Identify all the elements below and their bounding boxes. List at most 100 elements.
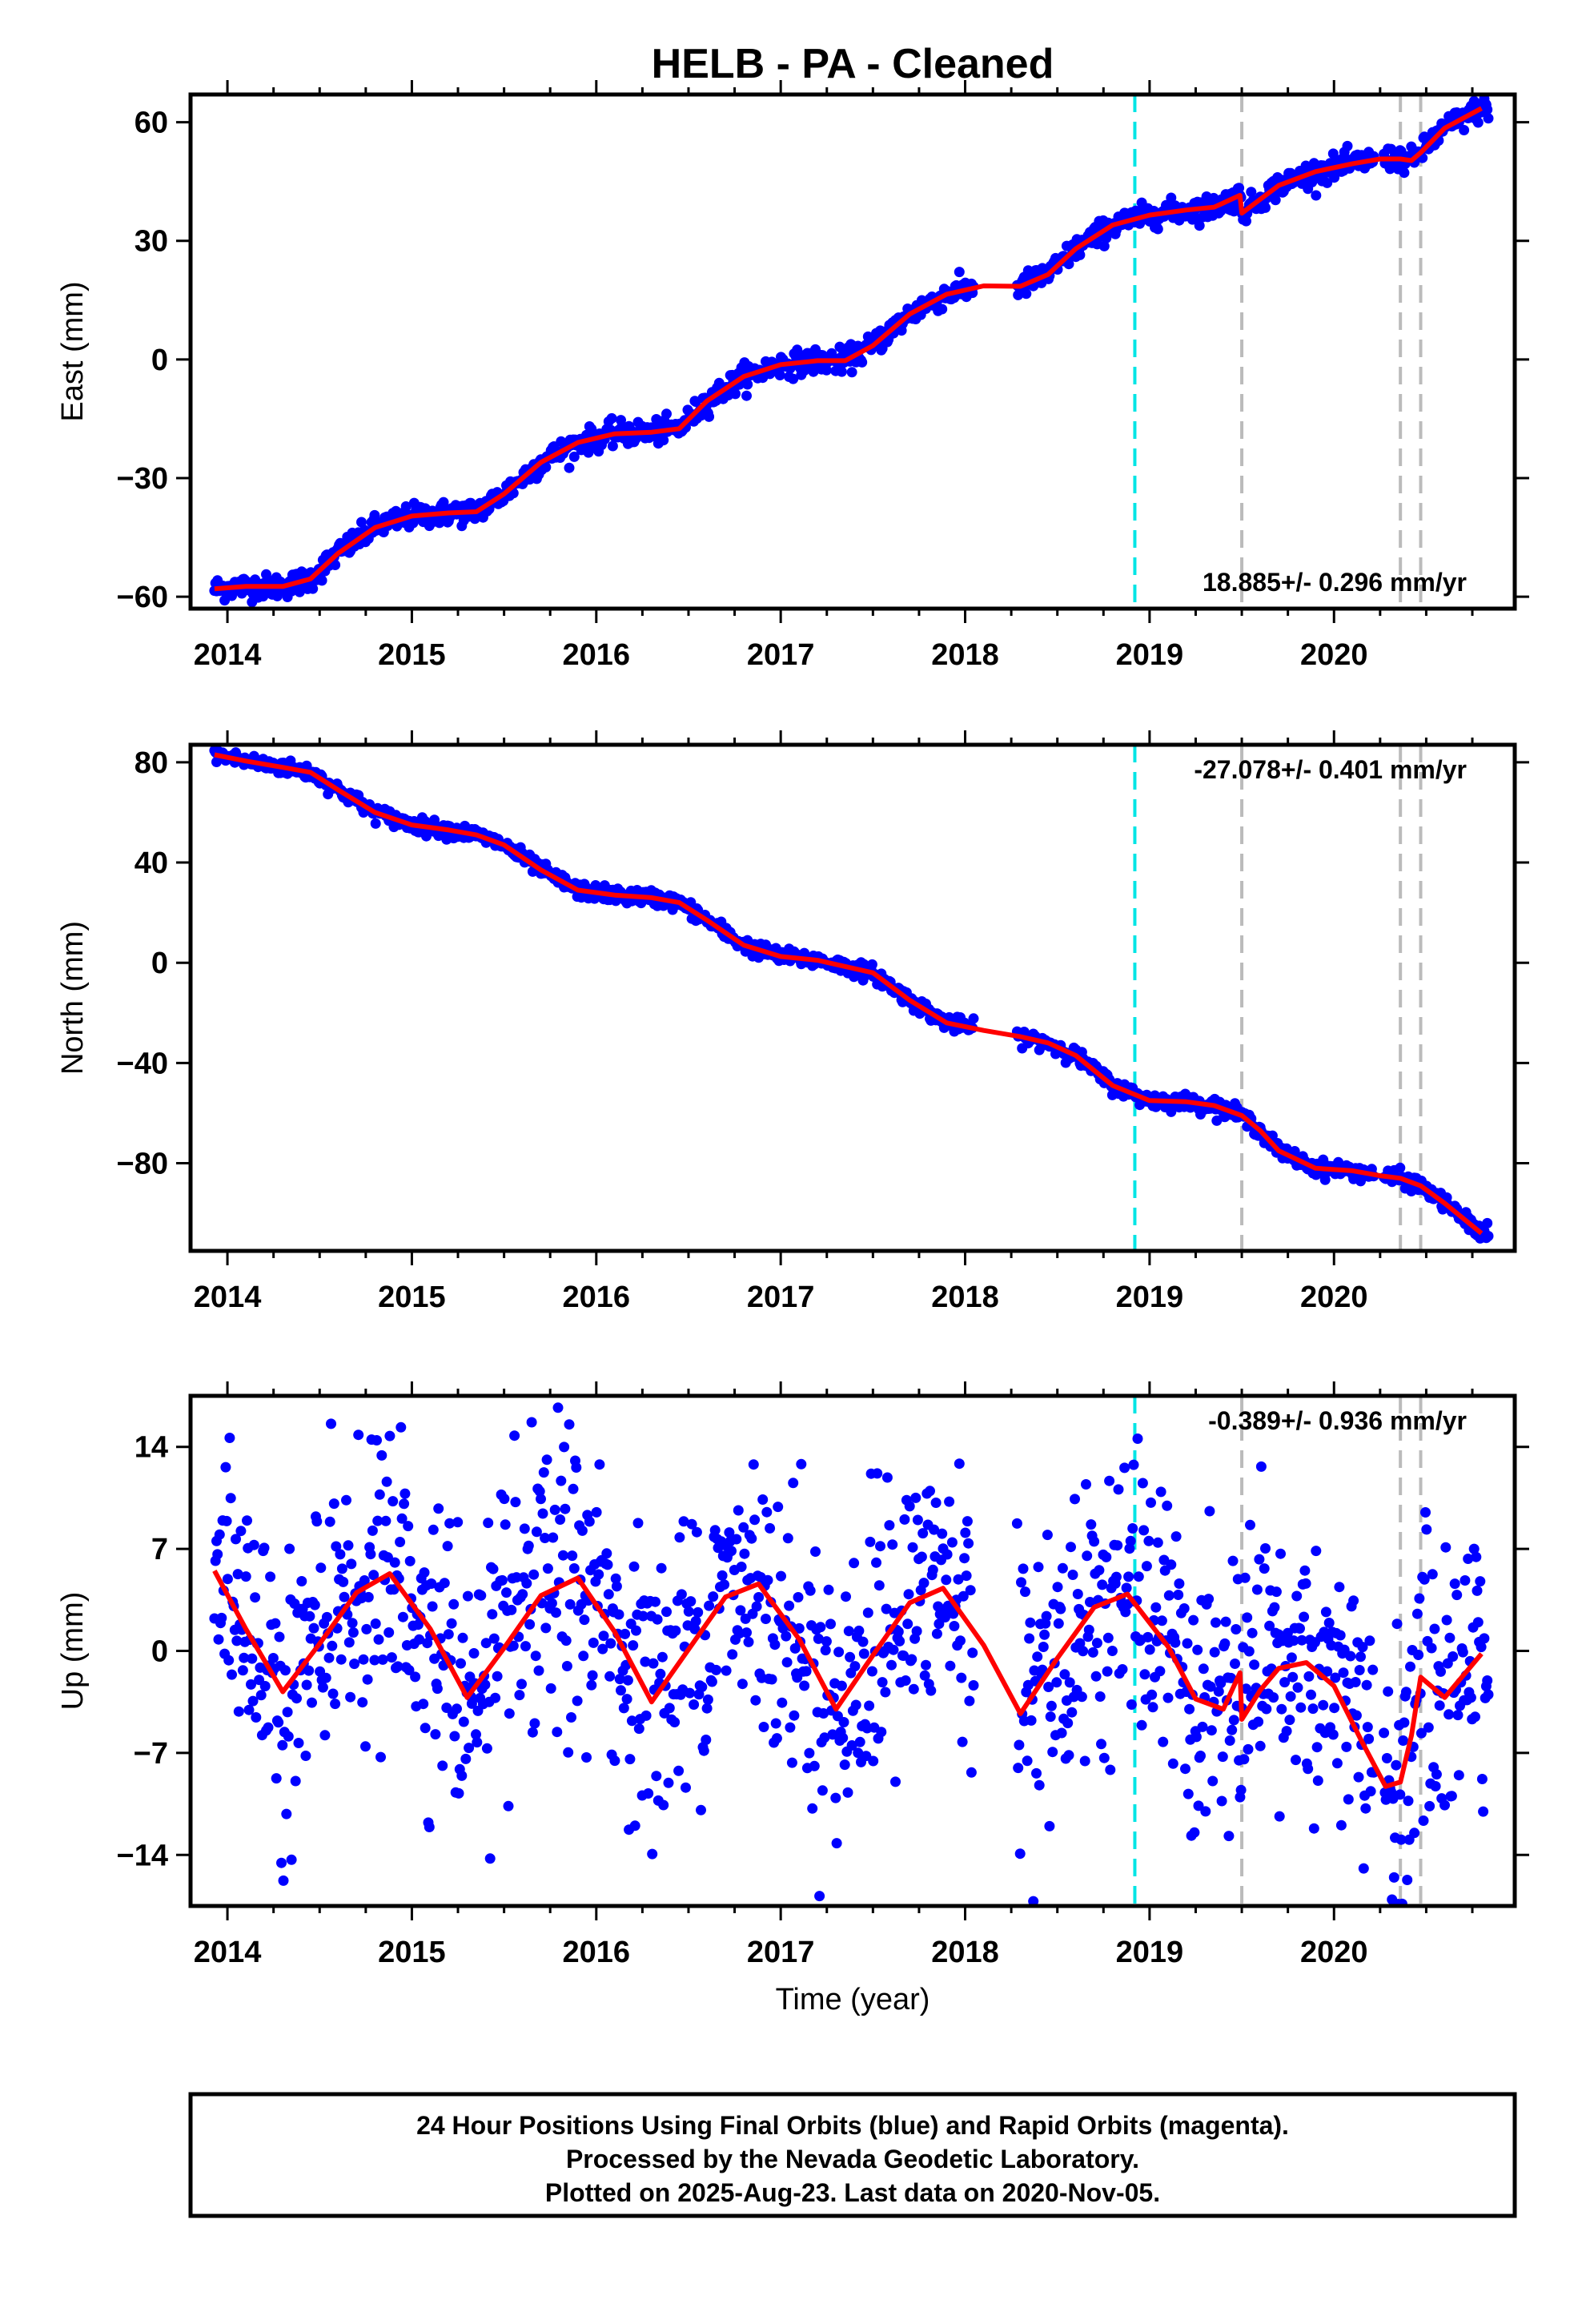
data-point [968,1680,979,1691]
data-point [853,1747,864,1759]
data-point [1045,1711,1056,1723]
data-point [418,1699,429,1710]
data-point [1292,1682,1303,1693]
data-point [1358,1863,1369,1874]
y-tick-label: 40 [135,846,168,880]
data-point [799,1680,810,1691]
data-point [1024,1633,1035,1644]
data-point [496,1574,508,1586]
data-point [251,1712,262,1723]
data-point [685,1596,697,1607]
data-point [370,1618,381,1629]
data-point [372,1515,383,1526]
data-point [815,1622,826,1633]
data-point [1042,1530,1053,1541]
data-point [1355,1651,1366,1663]
data-point [876,1727,887,1738]
data-point [1320,1606,1331,1618]
data-point [327,1640,338,1651]
data-point [509,1430,520,1441]
data-point [1424,1800,1435,1811]
data-point [568,1563,580,1574]
data-point [1338,1667,1349,1679]
data-point [916,1551,927,1562]
data-point [232,1569,243,1580]
data-point [327,1688,339,1699]
data-point [1182,1638,1193,1649]
data-point [1053,1618,1064,1629]
data-point [706,1676,717,1687]
data-point [397,1611,408,1622]
data-point [1426,1642,1437,1654]
data-point [1082,1550,1093,1562]
data-point [949,1621,960,1631]
data-point [281,1808,292,1819]
data-point [737,1679,748,1690]
data-point [307,583,319,594]
data-point [1350,1677,1361,1687]
data-point [283,1731,294,1742]
data-point [330,1699,341,1710]
data-point [748,1459,759,1470]
data-point [1102,1632,1114,1643]
data-point [963,1538,974,1549]
data-point [1026,1715,1037,1726]
data-point [404,1665,415,1675]
scatter-points [209,1402,1494,1948]
data-point [555,1514,566,1525]
data-point [1105,1764,1116,1775]
data-point [1441,1614,1452,1626]
data-point [1156,1615,1167,1626]
data-point [875,1541,885,1552]
data-point [633,1723,644,1735]
data-point [1468,1543,1480,1554]
data-point [1357,1642,1368,1653]
data-point [866,1666,877,1677]
data-point [804,1747,815,1759]
data-point [1259,1563,1270,1574]
data-point [1440,1542,1452,1553]
data-point [796,1458,807,1470]
data-point [614,1674,625,1685]
data-point [381,1476,392,1487]
data-point [902,1618,913,1630]
data-point [836,366,847,377]
data-point [862,1607,873,1618]
plot-frame [188,92,1517,611]
data-point [1192,1644,1203,1655]
data-point [1223,1831,1235,1842]
data-point [644,1937,654,1948]
data-point [374,1489,385,1500]
data-point [213,1634,224,1645]
data-point [781,1657,793,1668]
data-point [239,1652,250,1663]
data-point [1285,1691,1296,1702]
velocity-annotation: 18.885+/- 0.296 mm/yr [1203,568,1467,597]
data-point [1182,1788,1194,1799]
data-point [845,1651,856,1663]
data-point [1335,1630,1346,1641]
data-point [1193,1800,1204,1811]
data-point [1021,288,1032,300]
data-point [813,1633,824,1644]
data-point [587,1670,598,1681]
data-point [651,1771,662,1782]
data-point [357,1697,368,1708]
x-tick-label: 2020 [1300,1936,1368,1969]
data-point [1133,1571,1144,1582]
data-point [784,1600,795,1611]
data-point [380,1515,391,1526]
data-point [1296,1634,1307,1646]
data-point [439,1578,450,1589]
data-point [917,1528,929,1539]
data-point [576,1525,588,1536]
data-point [471,1729,481,1740]
data-point [934,1618,945,1630]
data-point [593,1569,604,1580]
data-point [598,1630,609,1642]
data-point [886,1659,897,1671]
data-point [640,1710,652,1721]
data-point [881,1472,893,1483]
data-point [1288,1635,1299,1647]
data-point [468,1648,480,1659]
